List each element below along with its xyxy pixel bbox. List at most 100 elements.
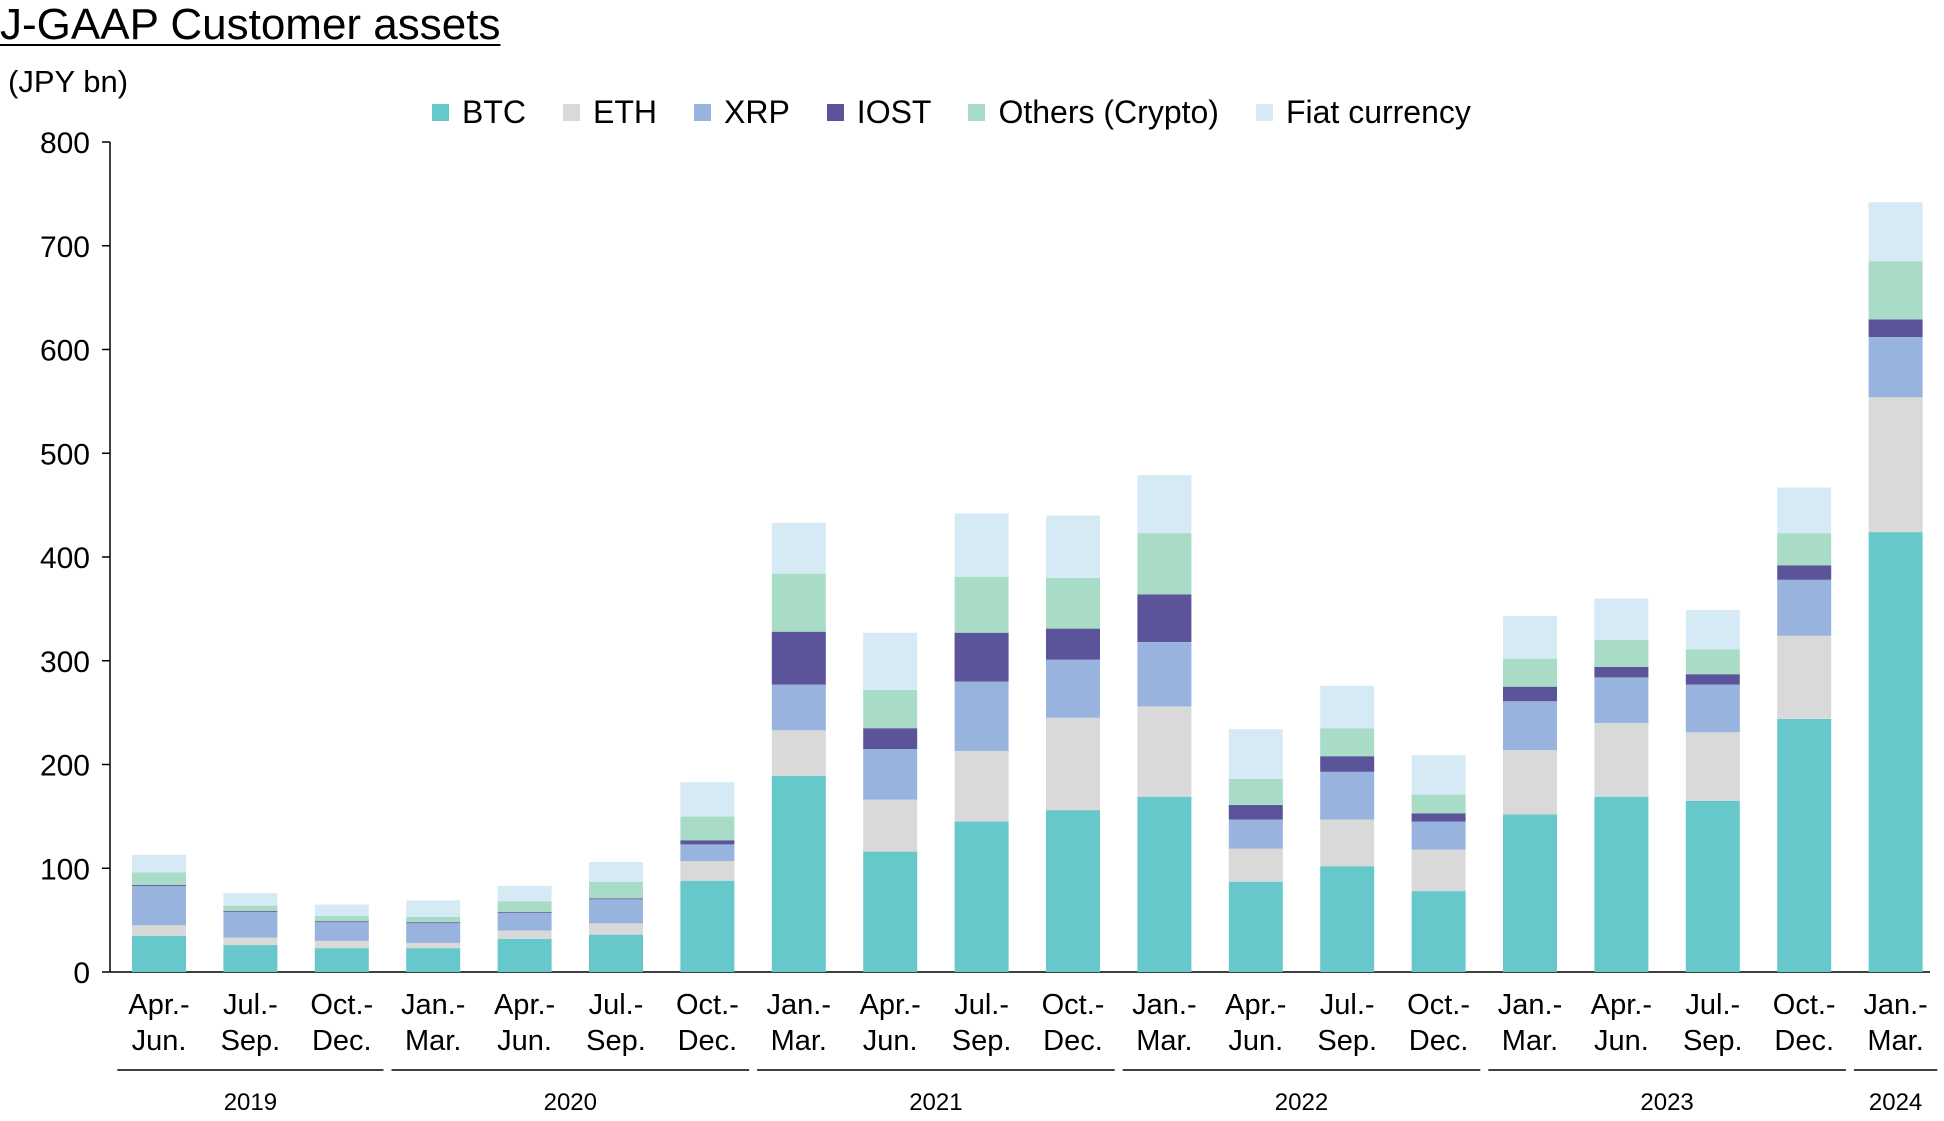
bar-segment-xrp xyxy=(1594,677,1649,723)
x-tick-label: Mar. xyxy=(405,1025,461,1057)
bar-segment-xrp xyxy=(1685,684,1740,733)
bar-segment-others-crypto xyxy=(1594,640,1649,667)
bar-segment-btc xyxy=(132,935,186,972)
x-tick-label: Jul.- xyxy=(1320,989,1375,1021)
legend-swatch xyxy=(1255,104,1273,121)
bar-segment-fiat-currency xyxy=(1503,616,1557,659)
bar-segment-btc xyxy=(1046,810,1100,972)
year-group-label: 2024 xyxy=(1869,1089,1922,1116)
legend-item-xrp: XRP xyxy=(694,94,790,131)
x-tick-label: Apr.- xyxy=(1591,989,1652,1021)
bar-segment-eth xyxy=(954,751,1009,822)
bar-segment-xrp xyxy=(223,911,278,938)
bar-segment-btc xyxy=(954,821,1009,972)
x-tick-label: Jul.- xyxy=(223,989,278,1021)
bar-segment-btc xyxy=(314,948,369,972)
bar-segment-others-crypto xyxy=(1046,577,1100,629)
bar-segment-iost xyxy=(1868,319,1923,337)
x-tick-label: Jun. xyxy=(1228,1025,1283,1057)
bar-segment-iost xyxy=(314,921,369,923)
legend-label: Others (Crypto) xyxy=(998,94,1219,130)
bar-segment-others-crypto xyxy=(1137,533,1192,595)
bar-segment-xrp xyxy=(1137,642,1192,707)
x-tick-label: Sep. xyxy=(221,1025,281,1057)
bar-segment-xrp xyxy=(1046,659,1100,718)
bar-segment-btc xyxy=(1594,796,1649,972)
year-group-label: 2019 xyxy=(224,1089,277,1116)
bar-segment-others-crypto xyxy=(1777,533,1832,566)
bar-segment-xrp xyxy=(314,922,369,941)
y-tick-label: 300 xyxy=(40,646,90,679)
x-tick-label: Jun. xyxy=(132,1025,187,1057)
bar-segment-fiat-currency xyxy=(771,522,826,574)
bar-segment-eth xyxy=(589,923,643,935)
bar-segment-iost xyxy=(1411,813,1466,822)
bar-segment-others-crypto xyxy=(406,917,461,923)
bar-segment-fiat-currency xyxy=(1046,515,1100,578)
legend-swatch xyxy=(826,104,844,121)
year-group-label: 2020 xyxy=(544,1089,597,1116)
legend-label: Fiat currency xyxy=(1285,94,1471,130)
x-tick-label: Apr.- xyxy=(860,989,921,1021)
bar-segment-fiat-currency xyxy=(406,900,461,917)
y-tick-label: 600 xyxy=(40,335,90,368)
bar-segment-iost xyxy=(589,898,643,900)
bar-segment-fiat-currency xyxy=(589,862,643,882)
x-tick-label: Jan.- xyxy=(401,989,465,1021)
legend-item-fiat-currency: Fiat currency xyxy=(1255,94,1471,131)
bar-segment-others-crypto xyxy=(1411,794,1466,814)
bar-segment-others-crypto xyxy=(497,901,552,912)
bar-segment-iost xyxy=(954,632,1009,682)
bar-segment-others-crypto xyxy=(680,816,735,841)
y-tick-label: 700 xyxy=(40,231,90,264)
bar-segment-fiat-currency xyxy=(1137,475,1192,534)
bar-segment-fiat-currency xyxy=(1685,609,1740,650)
x-tick-label: Jan.- xyxy=(1132,989,1196,1021)
legend-label: BTC xyxy=(462,94,526,130)
bar-segment-btc xyxy=(1868,532,1923,972)
x-tick-label: Apr.- xyxy=(494,989,555,1021)
bar-segment-btc xyxy=(1320,866,1375,972)
bar-segment-eth xyxy=(680,861,735,881)
bar-segment-fiat-currency xyxy=(1228,729,1283,779)
x-tick-label: Jun. xyxy=(863,1025,918,1057)
x-tick-label: Apr.- xyxy=(1225,989,1286,1021)
bar-segment-eth xyxy=(771,730,826,776)
bar-segment-xrp xyxy=(132,885,186,926)
legend-swatch xyxy=(563,104,580,121)
bar-segment-iost xyxy=(1137,594,1192,642)
bar-segment-iost xyxy=(1046,628,1100,660)
bar-segment-others-crypto xyxy=(771,573,826,632)
bar-segment-others-crypto xyxy=(863,689,918,729)
bar-segment-eth xyxy=(1777,635,1832,719)
x-tick-label: Jul.- xyxy=(954,989,1009,1021)
bar-segment-others-crypto xyxy=(954,576,1009,633)
x-tick-label: Jan.- xyxy=(1863,989,1927,1021)
bar-segment-fiat-currency xyxy=(863,632,918,690)
bar-segment-btc xyxy=(771,775,826,972)
year-group-label: 2021 xyxy=(909,1089,962,1116)
bar-segment-fiat-currency xyxy=(497,885,552,902)
x-tick-label: Mar. xyxy=(1136,1025,1192,1057)
bar-segment-iost xyxy=(1503,686,1557,702)
bar-segment-fiat-currency xyxy=(1868,202,1923,262)
bar-segment-others-crypto xyxy=(589,881,643,899)
bar-segment-iost xyxy=(771,631,826,685)
bar-segment-iost xyxy=(223,910,278,912)
x-tick-label: Dec. xyxy=(312,1025,372,1057)
year-group-label: 2023 xyxy=(1640,1089,1693,1116)
x-tick-label: Jan.- xyxy=(1498,989,1562,1021)
bar-segment-eth xyxy=(1046,717,1100,811)
bar-segment-xrp xyxy=(680,844,735,861)
x-tick-label: Dec. xyxy=(1409,1025,1469,1057)
bar-segment-eth xyxy=(1228,848,1283,882)
bar-segment-iost xyxy=(1228,805,1283,820)
legend-swatch xyxy=(694,104,711,121)
x-tick-label: Sep. xyxy=(952,1025,1012,1057)
x-tick-label: Mar. xyxy=(771,1025,827,1057)
x-tick-label: Dec. xyxy=(1043,1025,1103,1057)
y-tick-label: 800 xyxy=(40,127,90,160)
bar-segment-xrp xyxy=(1503,701,1557,750)
legend-swatch xyxy=(968,104,986,121)
x-tick-label: Dec. xyxy=(678,1025,738,1057)
